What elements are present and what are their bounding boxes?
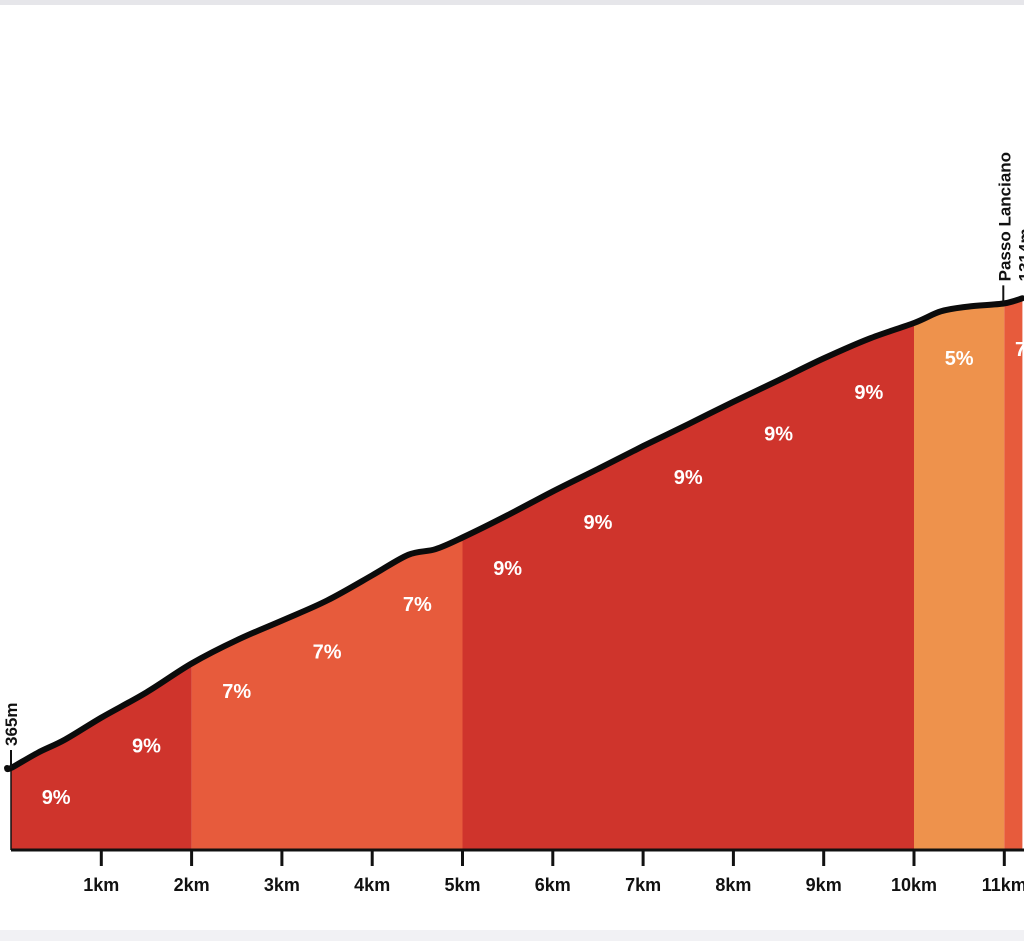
gradient-label-2: 9% xyxy=(132,735,161,757)
gradient-label-9: 9% xyxy=(764,423,793,445)
x-tick-label-8: 8km xyxy=(715,875,751,895)
gradient-label-4: 7% xyxy=(313,642,342,664)
elevation-profile-line xyxy=(4,295,1024,773)
gradient-label-6: 9% xyxy=(493,558,522,580)
x-tick-label-1: 1km xyxy=(83,875,119,895)
gradient-label-7: 9% xyxy=(583,512,612,534)
x-tick-label-2: 2km xyxy=(174,875,210,895)
top-edge-strip xyxy=(0,0,1024,5)
gradient-label-3: 7% xyxy=(222,681,251,703)
x-tick-label-9: 9km xyxy=(806,875,842,895)
gradient-segment-1 xyxy=(11,663,192,850)
gradient-segments xyxy=(11,298,1023,850)
gradient-label-12: 7 xyxy=(1015,339,1024,361)
x-tick-label-3: 3km xyxy=(264,875,300,895)
bottom-edge-strip xyxy=(0,930,1024,941)
summit-elevation-label: 1314m xyxy=(1015,228,1024,281)
gradient-labels: 9% 9% 7% 7% 7% 9% 9% 9% 9% 9% 5% 7 xyxy=(42,339,1024,809)
gradient-label-8: 9% xyxy=(674,467,703,489)
gradient-label-10: 9% xyxy=(854,382,883,404)
summit-name-label: Passo Lanciano xyxy=(995,152,1014,281)
x-tick-label-6: 6km xyxy=(535,875,571,895)
start-elevation-label: 365m xyxy=(2,703,21,746)
gradient-label-5: 7% xyxy=(403,594,432,616)
gradient-segment-5 xyxy=(1004,298,1023,850)
gradient-segment-2 xyxy=(191,537,463,850)
gradient-segment-4 xyxy=(914,303,1005,850)
x-tick-label-5: 5km xyxy=(444,875,480,895)
annotations: 365m Passo Lanciano 1314m xyxy=(2,152,1024,768)
x-tick-label-4: 4km xyxy=(354,875,390,895)
x-tick-label-7: 7km xyxy=(625,875,661,895)
x-tick-label-10: 10km xyxy=(891,875,937,895)
gradient-label-1: 9% xyxy=(42,787,71,809)
x-tick-label-11: 11km xyxy=(982,875,1024,895)
profile-line-group xyxy=(4,295,1024,773)
x-axis: 1km 2km 3km 4km 5km 6km 7km 8km 9km 10km 11km xyxy=(10,764,1024,895)
gradient-segment-3 xyxy=(462,323,914,850)
gradient-label-11: 5% xyxy=(945,348,974,370)
